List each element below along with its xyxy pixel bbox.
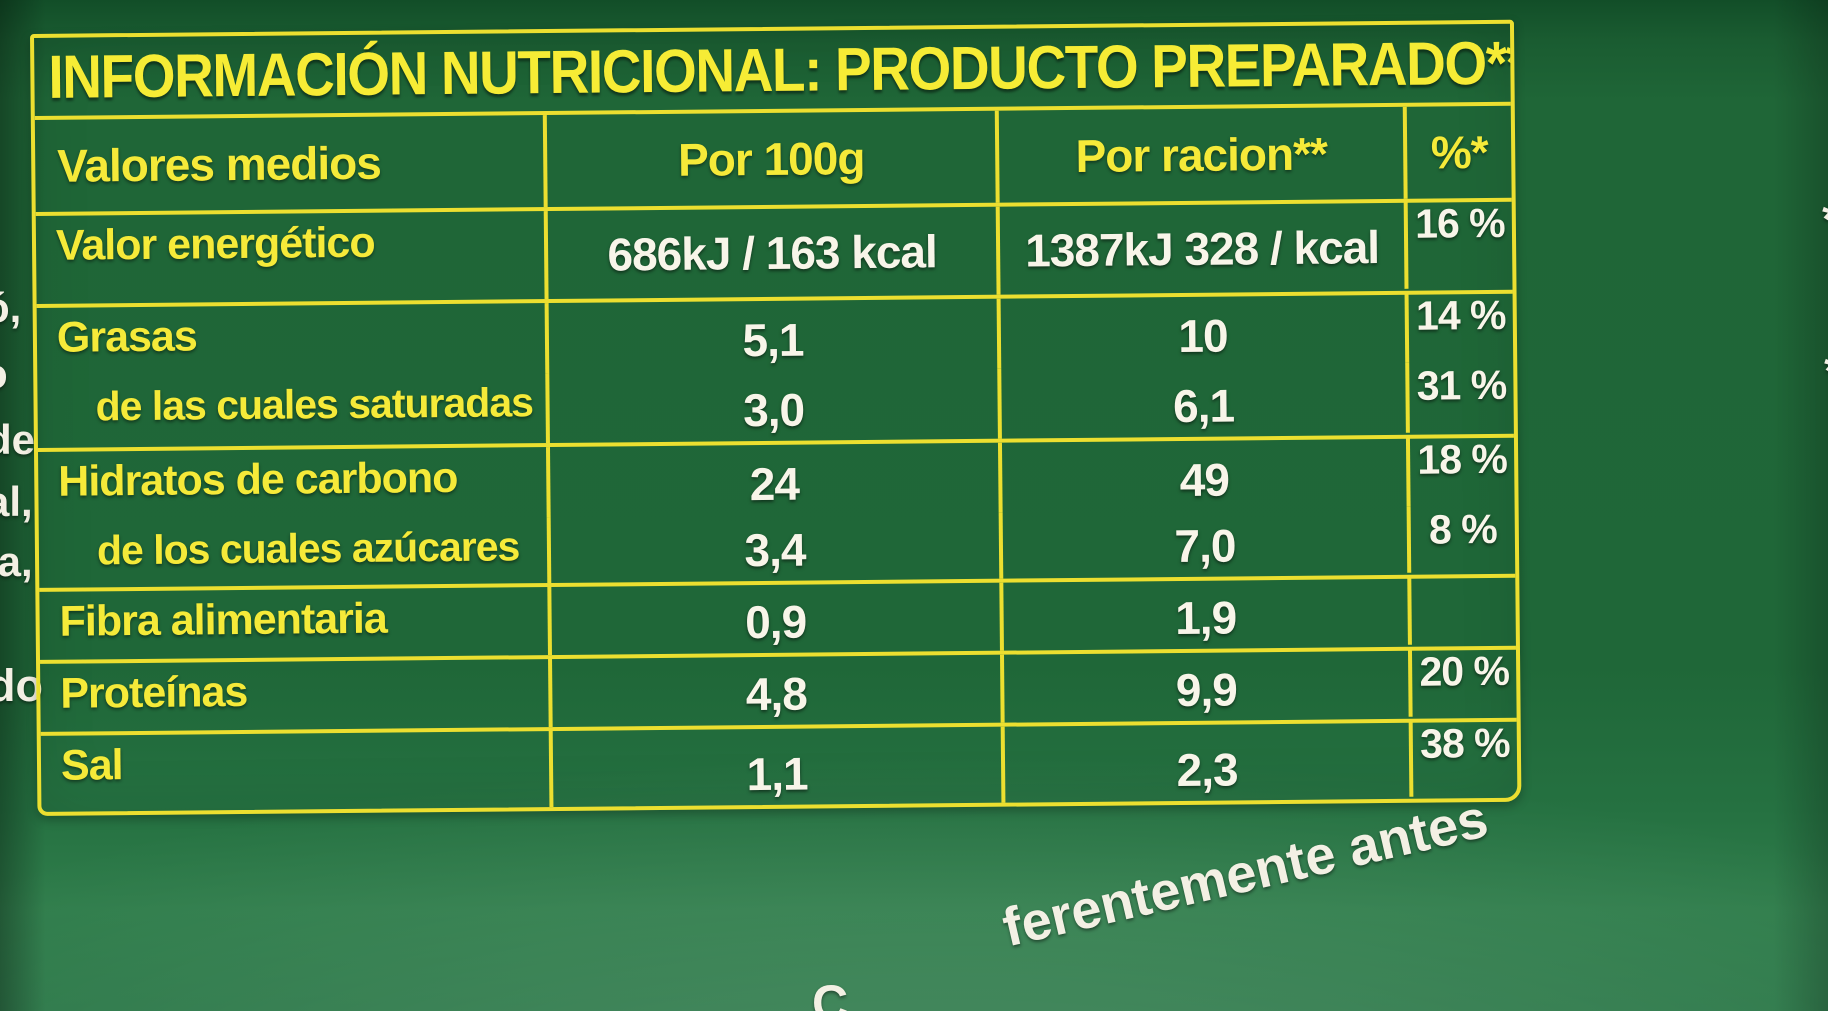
row-label: de las cuales saturadas <box>95 379 534 430</box>
row-label: de los cuales azúcares <box>96 523 520 574</box>
value-percent <box>1407 575 1516 645</box>
cut-off-text-fragment: la, <box>0 538 33 585</box>
row-label: Sal <box>60 741 123 790</box>
value-percent: 31 % <box>1405 361 1514 433</box>
value-per-racion: 10 <box>996 294 1406 369</box>
value-percent: 20 % <box>1407 647 1517 717</box>
table-row: Valor energético 686kJ / 163 kcal 1387kJ… <box>35 197 1513 304</box>
value-per-racion: 7,0 <box>998 508 1408 579</box>
cut-off-text-fragment: do <box>0 660 43 711</box>
value-percent: 18 % <box>1405 435 1515 507</box>
footnote-asterisk-fragment: * <box>1822 192 1828 246</box>
value-percent: 16 % <box>1403 199 1513 289</box>
value-percent: 14 % <box>1404 291 1514 363</box>
header-valores-medios: Valores medios <box>57 136 382 192</box>
header-por-100g: Por 100g <box>542 110 996 208</box>
table-row: Sal 1,1 2,3 38 % <box>40 717 1518 812</box>
footnote-asterisk-fragment: * <box>1824 344 1828 398</box>
row-label: Grasas <box>56 312 197 362</box>
row-label: Fibra alimentaria <box>59 594 387 646</box>
value-per-100g: 686kJ / 163 kcal <box>543 206 997 300</box>
value-per-racion: 1387kJ 328 / kcal <box>995 202 1405 295</box>
table-row: de las cuales saturadas 3,0 6,1 31 % <box>37 361 1514 448</box>
value-per-100g: 0,9 <box>547 582 1000 656</box>
cut-off-text-fragment: de <box>0 416 36 463</box>
best-before-text-fragment: ferentemente antes <box>997 788 1494 959</box>
value-per-100g: 3,4 <box>546 512 1000 584</box>
table-title: INFORMACIÓN NUTRICIONAL: PRODUCTO PREPAR… <box>48 28 1511 111</box>
value-percent: 38 % <box>1408 719 1518 797</box>
value-per-racion: 6,1 <box>997 364 1406 439</box>
header-por-racion: Por racion** <box>994 106 1404 203</box>
cut-off-text-fragment: ó, <box>0 284 22 331</box>
table-row: Hidratos de carbono 24 49 18 % <box>37 433 1515 522</box>
row-label: Hidratos de carbono <box>58 453 458 506</box>
table-title-band: INFORMACIÓN NUTRICIONAL: PRODUCTO PREPAR… <box>34 23 1511 120</box>
table-row: Proteínas 4,8 9,9 20 % <box>40 645 1517 732</box>
value-per-racion: 1,9 <box>999 578 1408 651</box>
value-per-100g: 24 <box>545 442 999 518</box>
header-percent: %* <box>1402 105 1512 199</box>
value-per-100g: 5,1 <box>544 298 998 374</box>
value-per-100g: 3,0 <box>545 368 998 444</box>
cut-off-text-fragment: al, <box>0 478 33 525</box>
value-per-racion: 49 <box>997 438 1407 513</box>
row-label: Valor energético <box>55 218 375 270</box>
value-per-racion: 9,9 <box>1000 650 1409 723</box>
table-row: Fibra alimentaria 0,9 1,9 <box>39 573 1516 660</box>
table-header-row: Valores medios Por 100g Por racion** %* <box>35 105 1512 212</box>
cut-off-text-fragment: C <box>812 975 849 1011</box>
value-per-100g: 1,1 <box>548 726 1002 808</box>
value-per-100g: 4,8 <box>548 654 1001 728</box>
table-row: Grasas 5,1 10 14 % <box>36 289 1514 378</box>
value-percent: 8 % <box>1406 505 1516 573</box>
cut-off-text-fragment: o <box>0 350 8 398</box>
row-label: Proteínas <box>60 667 248 718</box>
nutrition-table: INFORMACIÓN NUTRICIONAL: PRODUCTO PREPAR… <box>30 19 1522 816</box>
value-per-racion: 2,3 <box>1000 722 1410 803</box>
